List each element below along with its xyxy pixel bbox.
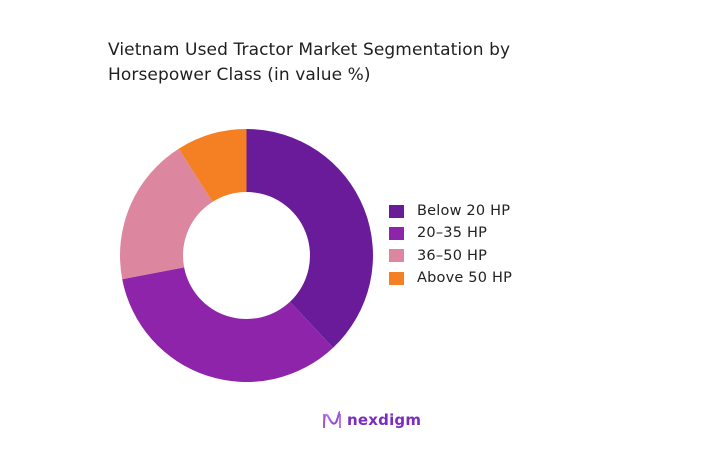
donut-segment-above-50-hp	[178, 129, 247, 202]
legend-label: Below 20 HP	[417, 203, 511, 220]
nexdigm-logo: nexdigm	[322, 410, 421, 430]
nexdigm-wave-icon	[323, 411, 341, 429]
chart-title: Vietnam Used Tractor Market Segmentation…	[108, 38, 628, 88]
chart-title-line-2: Horsepower Class (in value %)	[108, 65, 371, 85]
logo-text: nexdigm	[347, 411, 422, 429]
legend-swatch	[389, 249, 404, 263]
legend-swatch	[389, 271, 404, 285]
donut-segment-20-35-hp	[122, 267, 334, 382]
legend-label: 36–50 HP	[417, 247, 488, 264]
chart-title-line-1: Vietnam Used Tractor Market Segmentation…	[108, 40, 511, 60]
legend-swatch	[389, 226, 404, 240]
legend-label: 20–35 HP	[417, 225, 488, 242]
legend-label: Above 50 HP	[417, 270, 513, 287]
legend-item-36-50-hp: 36–50 HP	[389, 245, 512, 267]
legend-item-above-50-hp: Above 50 HP	[389, 267, 512, 289]
legend-swatch	[389, 204, 404, 218]
donut-segment-36-50-hp	[120, 148, 213, 280]
chart-legend: Below 20 HP 20–35 HP 36–50 HP Above 50 H…	[389, 200, 512, 289]
donut-segment-below-20-hp	[246, 129, 374, 348]
legend-item-20-35-hp: 20–35 HP	[389, 222, 512, 244]
legend-item-below-20-hp: Below 20 HP	[389, 200, 512, 222]
